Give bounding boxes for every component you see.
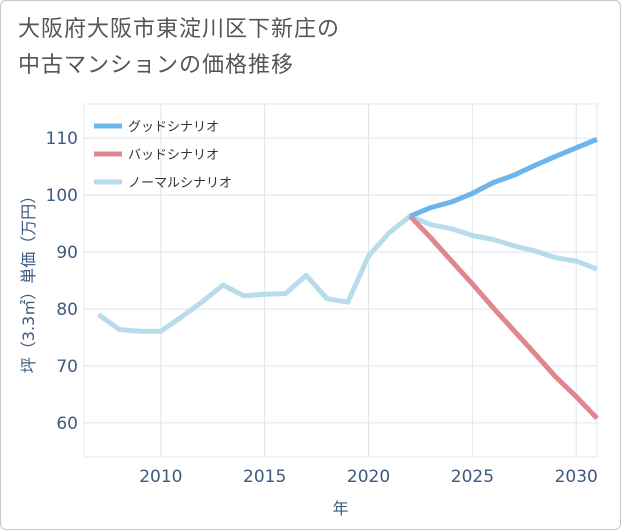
- x-axis-title: 年: [332, 499, 348, 518]
- chart-title-line2: 中古マンションの価格推移: [18, 53, 295, 78]
- y-axis-ticks: 60 70 80 90 100 110: [46, 129, 78, 434]
- plot-area-border: [83, 103, 598, 458]
- series-line-0: [409, 136, 598, 219]
- legend-label: グッドシナリオ: [128, 120, 219, 135]
- series-lines: [97, 136, 599, 421]
- y-axis-title: 坪（3.3㎡）単価（万円）: [19, 188, 38, 373]
- y-tick-label: 80: [56, 300, 78, 320]
- legend-label: ノーマルシナリオ: [128, 176, 232, 191]
- x-tick-label: 2020: [347, 467, 390, 487]
- y-tick-label: 90: [56, 243, 78, 263]
- legend-label: バッドシナリオ: [128, 148, 219, 163]
- series-line-2: [97, 213, 598, 334]
- series-line-1: [408, 214, 599, 421]
- y-tick-label: 100: [46, 186, 78, 206]
- x-tick-label: 2030: [555, 467, 598, 487]
- x-tick-label: 2015: [243, 467, 286, 487]
- y-tick-label: 110: [46, 129, 78, 149]
- y-tick-label: 70: [56, 357, 78, 377]
- chart-title-line1: 大阪府大阪市東淀川区下新庄の: [18, 17, 341, 42]
- x-axis-ticks: 2010 2015 2020 2025 2030: [139, 467, 598, 487]
- y-tick-label: 60: [56, 414, 78, 434]
- grid-lines: [83, 103, 598, 458]
- x-tick-label: 2025: [451, 467, 494, 487]
- chart-title: 大阪府大阪市東淀川区下新庄の 中古マンションの価格推移: [18, 12, 438, 84]
- x-tick-label: 2010: [139, 467, 182, 487]
